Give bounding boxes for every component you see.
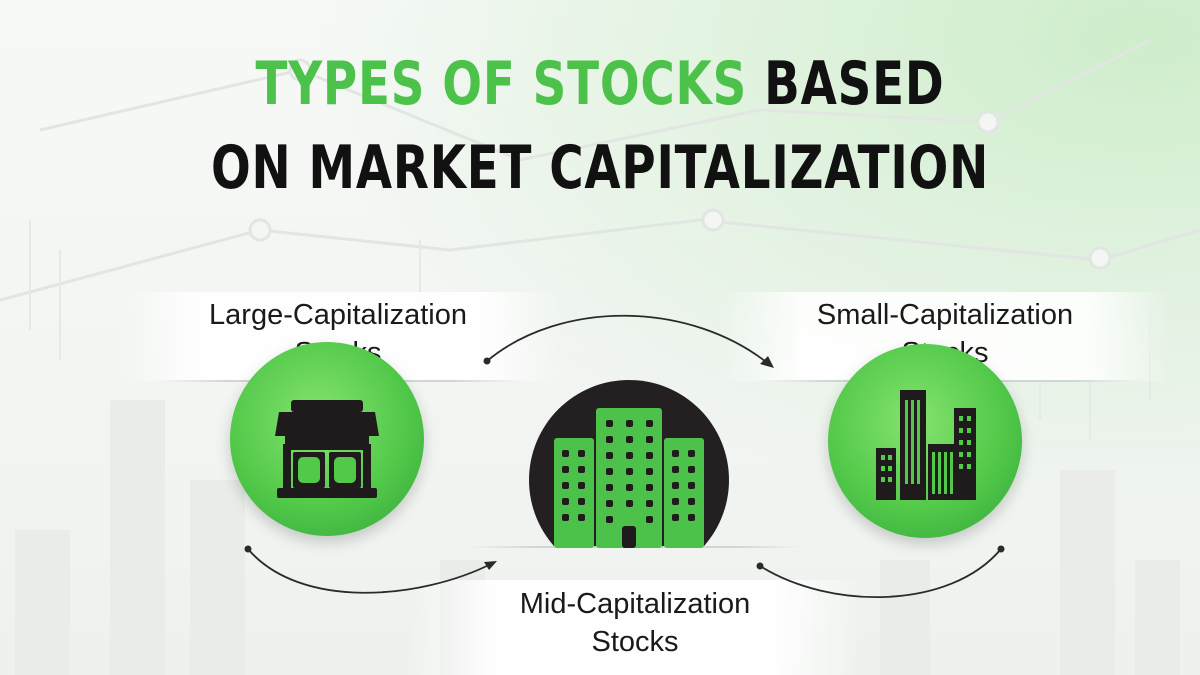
arrow-end-dot xyxy=(997,545,1005,553)
arrow-large-to-mid xyxy=(247,548,494,594)
arrow-start-dot xyxy=(756,562,764,570)
storefront-icon xyxy=(275,400,379,498)
arrowhead-mid xyxy=(484,561,497,570)
city-buildings-icon xyxy=(876,390,976,500)
large-cap-label-line-1: Large-Capitalization xyxy=(209,299,467,331)
mid-cap-label: Mid-Capitalization Stocks xyxy=(450,585,820,661)
title-rest: BASED xyxy=(747,49,945,119)
arrow-start-dot xyxy=(244,545,252,553)
title-accent: TYPES OF STOCKS xyxy=(255,49,748,119)
small-cap-label-line-1: Small-Capitalization xyxy=(816,299,1074,331)
mid-cap-label-line-2: Stocks xyxy=(591,626,679,658)
title-line-1: TYPES OF STOCKS BASED xyxy=(132,52,1068,116)
mid-cap-label-line-1: Mid-Capitalization xyxy=(519,588,751,620)
arrowhead-small xyxy=(760,356,774,368)
arrow-mid-to-small xyxy=(759,548,1002,599)
title-line-2: ON MARKET CAPITALIZATION xyxy=(210,133,990,203)
office-building-icon xyxy=(554,408,704,548)
label-backdrop-mid xyxy=(410,580,860,675)
arrow-large-to-small xyxy=(486,314,771,366)
arrow-start-dot xyxy=(483,357,491,365)
